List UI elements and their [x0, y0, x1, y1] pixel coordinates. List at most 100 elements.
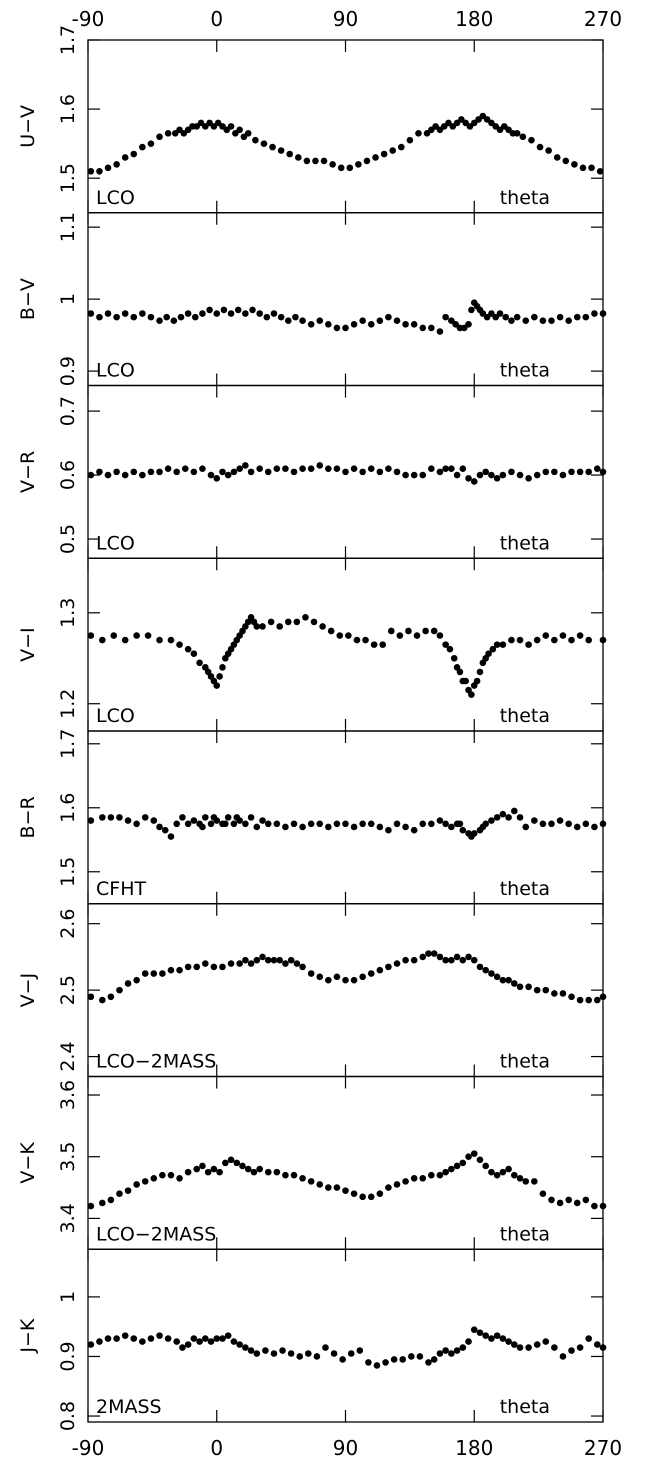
- data-point: [385, 826, 392, 834]
- data-point: [220, 306, 228, 314]
- data-point: [442, 465, 449, 472]
- data-point: [181, 465, 189, 472]
- data-point: [419, 471, 427, 479]
- data-point: [599, 468, 607, 476]
- data-point: [121, 310, 129, 317]
- data-point: [164, 1335, 172, 1342]
- y-tick-label: 1.5: [57, 857, 79, 887]
- data-point: [370, 641, 378, 648]
- data-point: [382, 1359, 389, 1366]
- source-label: 2MASS: [96, 1396, 162, 1418]
- data-point: [516, 983, 524, 991]
- data-point: [299, 1174, 306, 1182]
- data-point: [325, 976, 332, 984]
- data-point: [339, 1356, 346, 1363]
- data-point: [133, 976, 140, 984]
- data-point: [202, 1335, 209, 1342]
- data-point: [273, 1168, 281, 1176]
- data-point: [513, 313, 521, 321]
- data-point: [355, 161, 362, 168]
- data-point: [576, 632, 584, 639]
- data-point: [191, 313, 199, 321]
- data-point: [96, 167, 103, 175]
- data-point: [236, 960, 243, 967]
- data-point: [599, 1202, 607, 1210]
- data-point: [356, 1347, 364, 1354]
- x-tick-label-top: 270: [584, 7, 622, 31]
- data-point: [539, 317, 547, 325]
- data-point: [113, 468, 120, 476]
- data-point: [156, 1332, 163, 1339]
- data-point: [393, 960, 401, 967]
- data-point: [325, 823, 332, 831]
- theta-label: theta: [500, 1223, 550, 1245]
- data-point: [442, 1347, 449, 1354]
- data-point: [316, 820, 324, 828]
- x-tick-label-bottom: -90: [72, 1436, 105, 1459]
- data-point: [224, 1332, 232, 1339]
- data-point: [551, 636, 558, 644]
- data-point: [139, 471, 146, 479]
- data-point: [330, 1350, 338, 1357]
- data-point: [493, 1332, 501, 1339]
- data-point: [233, 814, 241, 821]
- data-point: [213, 1335, 221, 1342]
- data-point: [236, 1341, 243, 1348]
- data-point: [489, 645, 497, 653]
- data-point: [367, 321, 375, 328]
- data-point: [130, 313, 138, 321]
- data-point: [156, 133, 163, 141]
- y-axis-label: V−R: [17, 451, 39, 493]
- data-point: [385, 1184, 392, 1191]
- data-point: [396, 632, 404, 639]
- data-point: [222, 820, 229, 828]
- data-point: [273, 820, 281, 828]
- data-point: [493, 1171, 501, 1179]
- data-point: [179, 1344, 186, 1351]
- data-point: [528, 136, 535, 144]
- y-axis-label: V−J: [17, 973, 39, 1008]
- data-point: [249, 306, 256, 314]
- data-point: [342, 324, 349, 332]
- data-point: [410, 1174, 418, 1182]
- data-point: [393, 468, 401, 476]
- data-point: [294, 154, 302, 161]
- source-label: LCO: [96, 187, 135, 209]
- data-point: [519, 133, 527, 141]
- data-point: [147, 313, 155, 321]
- data-point: [559, 632, 567, 639]
- data-point: [393, 317, 401, 325]
- data-point: [277, 147, 285, 154]
- data-point: [167, 636, 175, 644]
- data-point: [184, 310, 192, 317]
- data-point: [173, 820, 180, 828]
- data-point: [287, 956, 295, 964]
- data-point: [159, 1171, 166, 1179]
- y-tick-label: 0.9: [57, 356, 79, 386]
- data-point: [442, 956, 449, 964]
- y-axis-label: V−I: [17, 627, 39, 662]
- data-point: [307, 820, 315, 828]
- data-point: [591, 823, 598, 831]
- data-point: [173, 1338, 180, 1345]
- data-point: [556, 313, 564, 321]
- y-tick-label: 1.7: [57, 729, 79, 759]
- data-point: [513, 129, 521, 137]
- data-point: [96, 468, 103, 476]
- data-point: [399, 1356, 407, 1363]
- data-point: [247, 468, 255, 476]
- data-point: [579, 164, 587, 172]
- data-point: [542, 468, 550, 476]
- data-point: [359, 820, 366, 828]
- data-point: [405, 627, 412, 635]
- data-point: [144, 632, 152, 639]
- x-tick-label-bottom: 0: [210, 1436, 223, 1459]
- data-point: [87, 167, 95, 175]
- data-point: [482, 1332, 489, 1339]
- data-point: [350, 321, 358, 328]
- data-point: [367, 1193, 375, 1201]
- x-tick-label-bottom: 270: [584, 1436, 622, 1459]
- data-point: [531, 817, 538, 824]
- data-point: [279, 1347, 286, 1354]
- data-point: [508, 636, 515, 644]
